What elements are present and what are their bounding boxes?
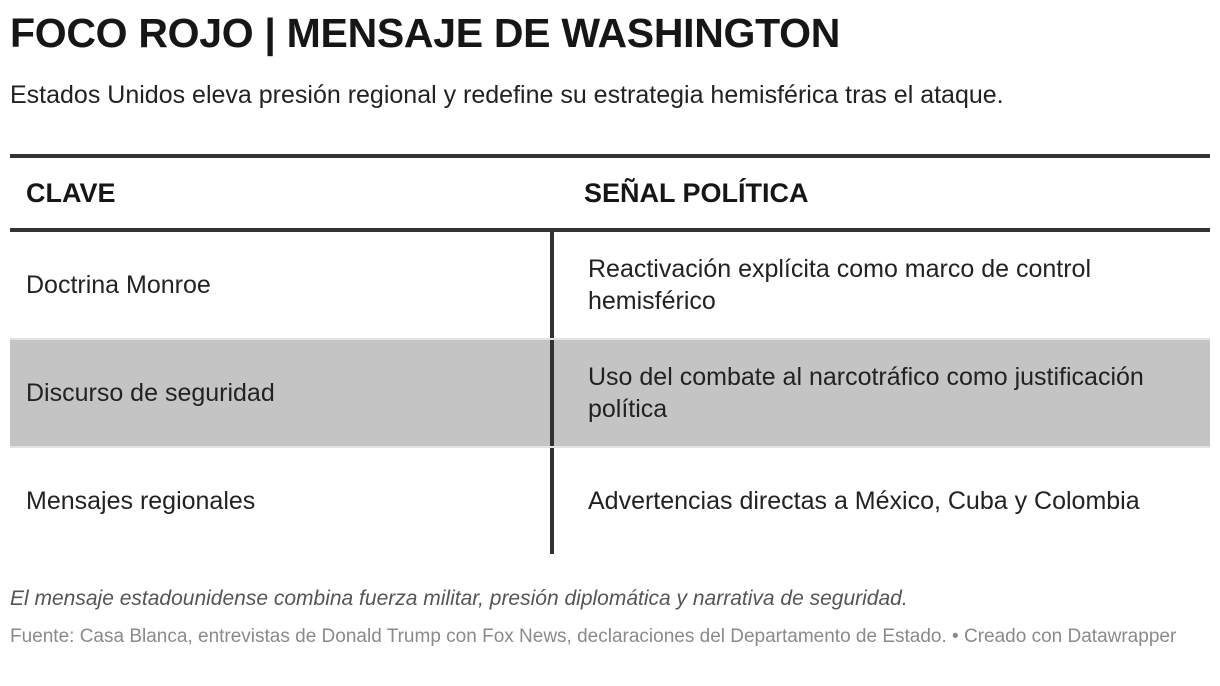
footnote: El mensaje estadounidense combina fuerza… <box>10 587 908 610</box>
cell-clave: Discurso de seguridad <box>10 340 554 446</box>
column-header-clave[interactable]: CLAVE <box>26 177 116 208</box>
source-credit: Fuente: Casa Blanca, entrevistas de Dona… <box>10 626 1177 647</box>
table-header: CLAVE SEÑAL POLÍTICA <box>10 158 1210 232</box>
table-row: Doctrina Monroe Reactivación explícita c… <box>10 232 1210 338</box>
page-subtitle: Estados Unidos eleva presión regional y … <box>10 81 1004 109</box>
column-header-senal-politica[interactable]: SEÑAL POLÍTICA <box>584 177 809 208</box>
page-title: FOCO ROJO | MENSAJE DE WASHINGTON <box>10 10 841 56</box>
table-row: Mensajes regionales Advertencias directa… <box>10 446 1210 554</box>
cell-senal: Advertencias directas a México, Cuba y C… <box>588 487 1140 515</box>
cell-clave: Doctrina Monroe <box>10 232 554 338</box>
table-row: Discurso de seguridad Uso del combate al… <box>10 338 1210 446</box>
cell-senal: Reactivación explícita como marco de con… <box>588 255 1092 315</box>
data-table: CLAVE SEÑAL POLÍTICA Doctrina Monroe Rea… <box>10 154 1210 554</box>
cell-senal: Uso del combate al narcotráfico como jus… <box>588 363 1144 423</box>
cell-clave: Mensajes regionales <box>10 448 554 554</box>
